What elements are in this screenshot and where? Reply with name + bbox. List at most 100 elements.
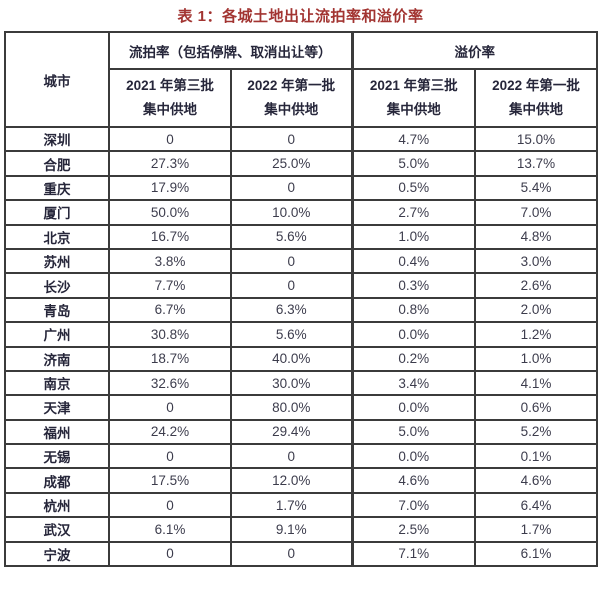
- page: 表 1：各城土地出让流拍率和溢价率 城市 流拍率（包括停牌、取消出让等） 溢价率…: [4, 8, 598, 568]
- header-batch-row: 2021 年第三批 集中供地 2022 年第一批 集中供地 2021 年第三批 集中供地 2…: [5, 68, 598, 128]
- value-cell: 0.3%: [350, 272, 476, 299]
- value-cell: 0: [230, 540, 353, 568]
- value-cell: 5.4%: [474, 174, 598, 202]
- value-cell: 15.0%: [474, 125, 598, 153]
- city-cell: 南京: [4, 369, 110, 397]
- value-cell: 0.8%: [350, 296, 476, 324]
- city-cell: 青岛: [4, 296, 110, 324]
- city-cell: 无锡: [4, 443, 110, 470]
- value-cell: 7.7%: [108, 272, 232, 299]
- city-cell: 济南: [4, 345, 110, 372]
- city-cell: 合肥: [4, 150, 110, 177]
- table-title: 表 1：各城土地出让流拍率和溢价率: [177, 8, 424, 25]
- value-cell: 30.8%: [108, 321, 232, 348]
- table-row: 广州 30.8% 5.6% 0.0% 1.2%: [4, 321, 598, 348]
- value-cell: 4.6%: [350, 467, 476, 494]
- value-cell: 0.6%: [474, 394, 598, 421]
- value-cell: 0: [108, 540, 232, 568]
- value-cell: 1.0%: [350, 223, 476, 250]
- value-cell: 0: [230, 272, 353, 299]
- value-cell: 0: [108, 125, 232, 153]
- value-cell: 2.7%: [350, 199, 476, 226]
- value-cell: 4.7%: [350, 125, 476, 153]
- city-cell: 宁波: [4, 540, 110, 568]
- value-cell: 9.1%: [230, 516, 353, 543]
- value-cell: 2.6%: [474, 272, 598, 299]
- value-cell: 6.1%: [474, 540, 598, 568]
- value-cell: 6.7%: [108, 296, 232, 324]
- value-cell: 0: [230, 125, 353, 153]
- value-cell: 3.8%: [108, 247, 232, 275]
- table-row: 福州 24.2% 29.4% 5.0% 5.2%: [4, 418, 598, 446]
- value-cell: 2.5%: [350, 516, 476, 543]
- table-row: 青岛 6.7% 6.3% 0.8% 2.0%: [4, 296, 598, 324]
- value-cell: 24.2%: [108, 418, 232, 446]
- value-cell: 0: [108, 491, 232, 519]
- value-cell: 0.4%: [350, 247, 476, 275]
- value-cell: 5.6%: [230, 321, 353, 348]
- table-row: 北京 16.7% 5.6% 1.0% 4.8%: [4, 223, 598, 250]
- table-row: 厦门 50.0% 10.0% 2.7% 7.0%: [4, 199, 598, 226]
- value-cell: 17.9%: [108, 174, 232, 202]
- city-cell: 武汉: [4, 516, 110, 543]
- value-cell: 5.2%: [474, 418, 598, 446]
- value-cell: 1.2%: [474, 321, 598, 348]
- value-cell: 40.0%: [230, 345, 353, 372]
- table-row: 天津 0 80.0% 0.0% 0.6%: [4, 394, 598, 421]
- value-cell: 16.7%: [108, 223, 232, 250]
- value-cell: 6.1%: [108, 516, 232, 543]
- city-cell: 福州: [4, 418, 110, 446]
- value-cell: 0: [108, 394, 232, 421]
- header-city: 城市: [4, 31, 110, 128]
- value-cell: 25.0%: [230, 150, 353, 177]
- subheader-batch: 2022 年第一批 集中供地: [230, 68, 353, 128]
- table-row: 深圳 0 0 4.7% 15.0%: [4, 125, 598, 153]
- value-cell: 12.0%: [230, 467, 353, 494]
- city-cell: 重庆: [4, 174, 110, 202]
- value-cell: 0.0%: [350, 394, 476, 421]
- value-cell: 0: [230, 174, 353, 202]
- header-group-row: 城市 流拍率（包括停牌、取消出让等） 溢价率: [4, 31, 598, 128]
- value-cell: 7.1%: [350, 540, 476, 568]
- value-cell: 18.7%: [108, 345, 232, 372]
- city-cell: 北京: [4, 223, 110, 250]
- value-cell: 80.0%: [230, 394, 353, 421]
- value-cell: 1.7%: [474, 516, 598, 543]
- value-cell: 5.0%: [350, 418, 476, 446]
- table-row: 重庆 17.9% 0 0.5% 5.4%: [4, 174, 598, 202]
- value-cell: 10.0%: [230, 199, 353, 226]
- subheader-batch: 2021 年第三批 集中供地: [350, 68, 476, 128]
- value-cell: 27.3%: [108, 150, 232, 177]
- value-cell: 4.6%: [474, 467, 598, 494]
- value-cell: 5.6%: [230, 223, 353, 250]
- table-row: 宁波 0 0 7.1% 6.1%: [4, 540, 598, 568]
- value-cell: 0: [230, 443, 353, 470]
- value-cell: 17.5%: [108, 467, 232, 494]
- value-cell: 4.1%: [474, 369, 598, 397]
- header-group-failure-rate: 流拍率（包括停牌、取消出让等）: [108, 31, 353, 70]
- value-cell: 7.0%: [474, 199, 598, 226]
- value-cell: 5.0%: [350, 150, 476, 177]
- value-cell: 13.7%: [474, 150, 598, 177]
- table-row: 无锡 0 0 0.0% 0.1%: [4, 443, 598, 470]
- table-row: 武汉 6.1% 9.1% 2.5% 1.7%: [4, 516, 598, 543]
- value-cell: 7.0%: [350, 491, 476, 519]
- subheader-batch: 2022 年第一批 集中供地: [474, 68, 598, 128]
- city-cell: 厦门: [4, 199, 110, 226]
- value-cell: 0.0%: [350, 443, 476, 470]
- city-cell: 苏州: [4, 247, 110, 275]
- subheader-batch: 2021 年第三批 集中供地: [108, 68, 232, 128]
- table-row: 济南 18.7% 40.0% 0.2% 1.0%: [4, 345, 598, 372]
- value-cell: 0.2%: [350, 345, 476, 372]
- value-cell: 1.0%: [474, 345, 598, 372]
- header-group-premium-rate: 溢价率: [350, 31, 598, 70]
- table-row: 南京 32.6% 30.0% 3.4% 4.1%: [4, 369, 598, 397]
- city-cell: 深圳: [4, 125, 110, 153]
- value-cell: 4.8%: [474, 223, 598, 250]
- table-row: 合肥 27.3% 25.0% 5.0% 13.7%: [4, 150, 598, 177]
- value-cell: 0: [230, 247, 353, 275]
- value-cell: 30.0%: [230, 369, 353, 397]
- value-cell: 0.1%: [474, 443, 598, 470]
- table-row: 杭州 0 1.7% 7.0% 6.4%: [4, 491, 598, 519]
- value-cell: 3.4%: [350, 369, 476, 397]
